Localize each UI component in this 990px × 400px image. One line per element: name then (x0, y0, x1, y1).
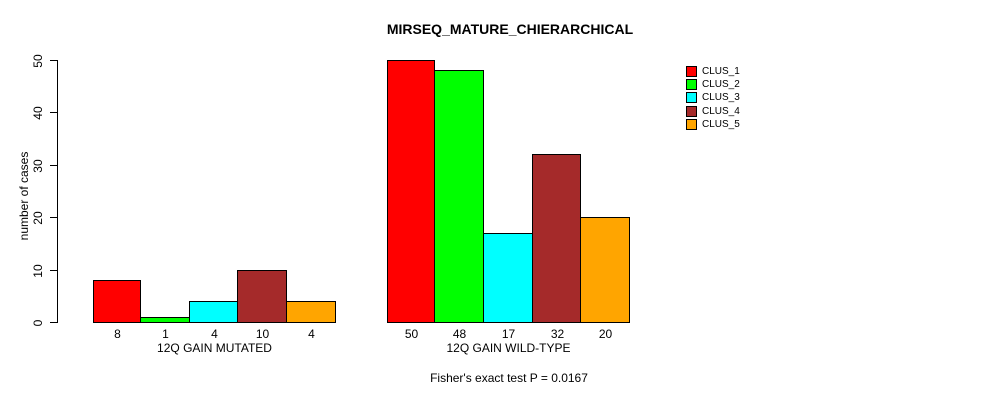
bar (434, 70, 484, 323)
bar-value-label: 8 (114, 327, 121, 341)
chart-title: MIRSEQ_MATURE_CHIERARCHICAL (386, 21, 634, 37)
legend-label: CLUS_4 (702, 106, 740, 117)
y-tick (50, 217, 57, 218)
y-tick (50, 270, 57, 271)
legend-label: CLUS_2 (702, 79, 740, 90)
bar-value-label: 1 (162, 327, 169, 341)
bar (286, 301, 336, 323)
bar-value-label: 32 (550, 327, 565, 341)
bar (93, 280, 141, 323)
bar (387, 60, 435, 323)
y-tick (50, 60, 57, 61)
bar (580, 217, 630, 323)
legend-label: CLUS_1 (702, 66, 740, 77)
bar (237, 270, 287, 323)
y-axis-line (57, 60, 58, 323)
legend-label: CLUS_5 (702, 119, 740, 130)
bar-value-label: 10 (255, 327, 270, 341)
x-group-label: 12Q GAIN MUTATED (157, 341, 272, 355)
bar-value-label: 48 (452, 327, 467, 341)
bar (483, 233, 533, 323)
bar-value-label: 4 (308, 327, 315, 341)
y-tick (50, 165, 57, 166)
x-group-label: 12Q GAIN WILD-TYPE (446, 341, 571, 355)
legend-swatch (686, 92, 697, 103)
bar-value-label: 4 (211, 327, 218, 341)
legend-swatch (686, 119, 697, 130)
legend-swatch (686, 66, 697, 77)
bar (532, 154, 581, 323)
legend-swatch (686, 106, 697, 117)
annotation-text: Fisher's exact test P = 0.0167 (430, 371, 588, 385)
bar-value-label: 17 (501, 327, 516, 341)
legend-swatch (686, 79, 697, 90)
y-tick (50, 322, 57, 323)
y-tick (50, 112, 57, 113)
bar-value-label: 50 (404, 327, 419, 341)
legend-label: CLUS_3 (702, 92, 740, 103)
bar-value-label: 20 (598, 327, 613, 341)
